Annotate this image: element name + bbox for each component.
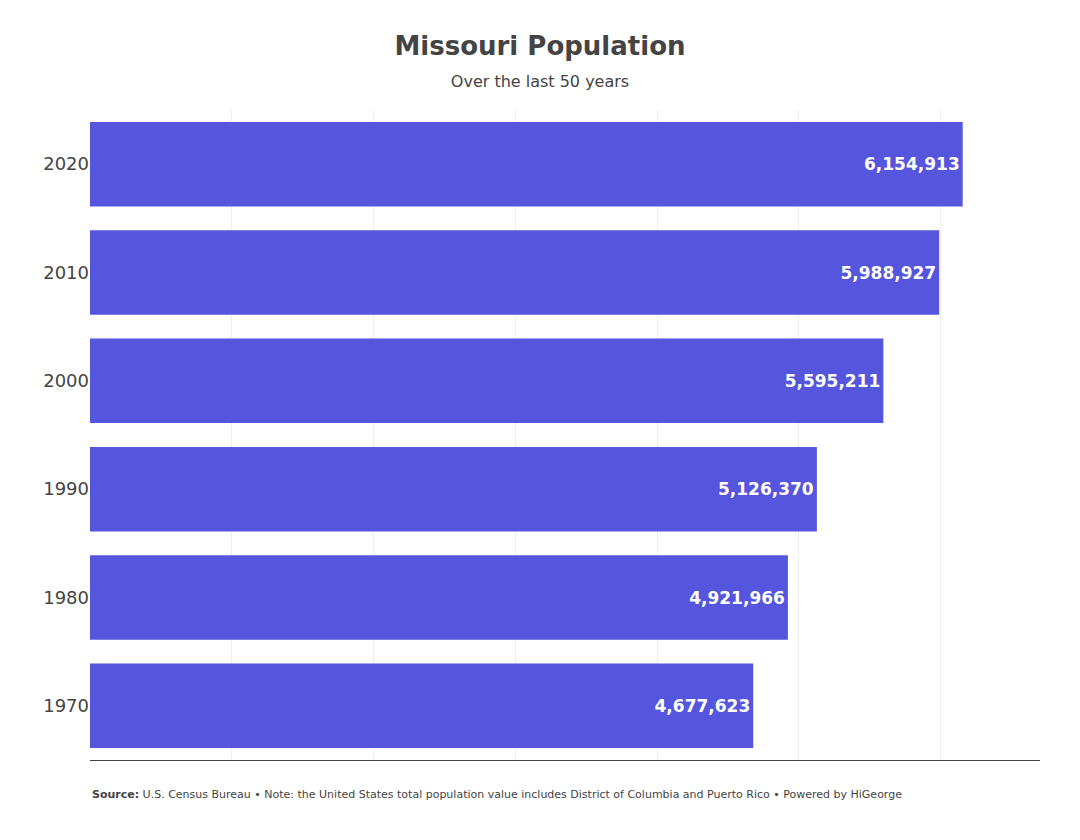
svg-text:5,988,927: 5,988,927 — [840, 263, 936, 283]
svg-text:6,154,913: 6,154,913 — [864, 154, 960, 174]
svg-text:4,921,966: 4,921,966 — [689, 588, 785, 608]
svg-text:2010: 2010 — [43, 262, 89, 283]
svg-text:1970: 1970 — [43, 695, 89, 716]
svg-text:1980: 1980 — [43, 587, 89, 608]
svg-text:5,126,370: 5,126,370 — [718, 479, 814, 499]
svg-text:Source: U.S. Census Bureau • N: Source: U.S. Census Bureau • Note: the U… — [92, 788, 902, 801]
svg-text:5,595,211: 5,595,211 — [785, 371, 881, 391]
svg-text:2020: 2020 — [43, 153, 89, 174]
svg-text:4,677,623: 4,677,623 — [655, 696, 751, 716]
svg-text:Over the last 50 years: Over the last 50 years — [451, 72, 629, 91]
svg-text:Missouri Population: Missouri Population — [394, 31, 685, 61]
svg-text:1990: 1990 — [43, 478, 89, 499]
svg-text:2000: 2000 — [43, 370, 89, 391]
